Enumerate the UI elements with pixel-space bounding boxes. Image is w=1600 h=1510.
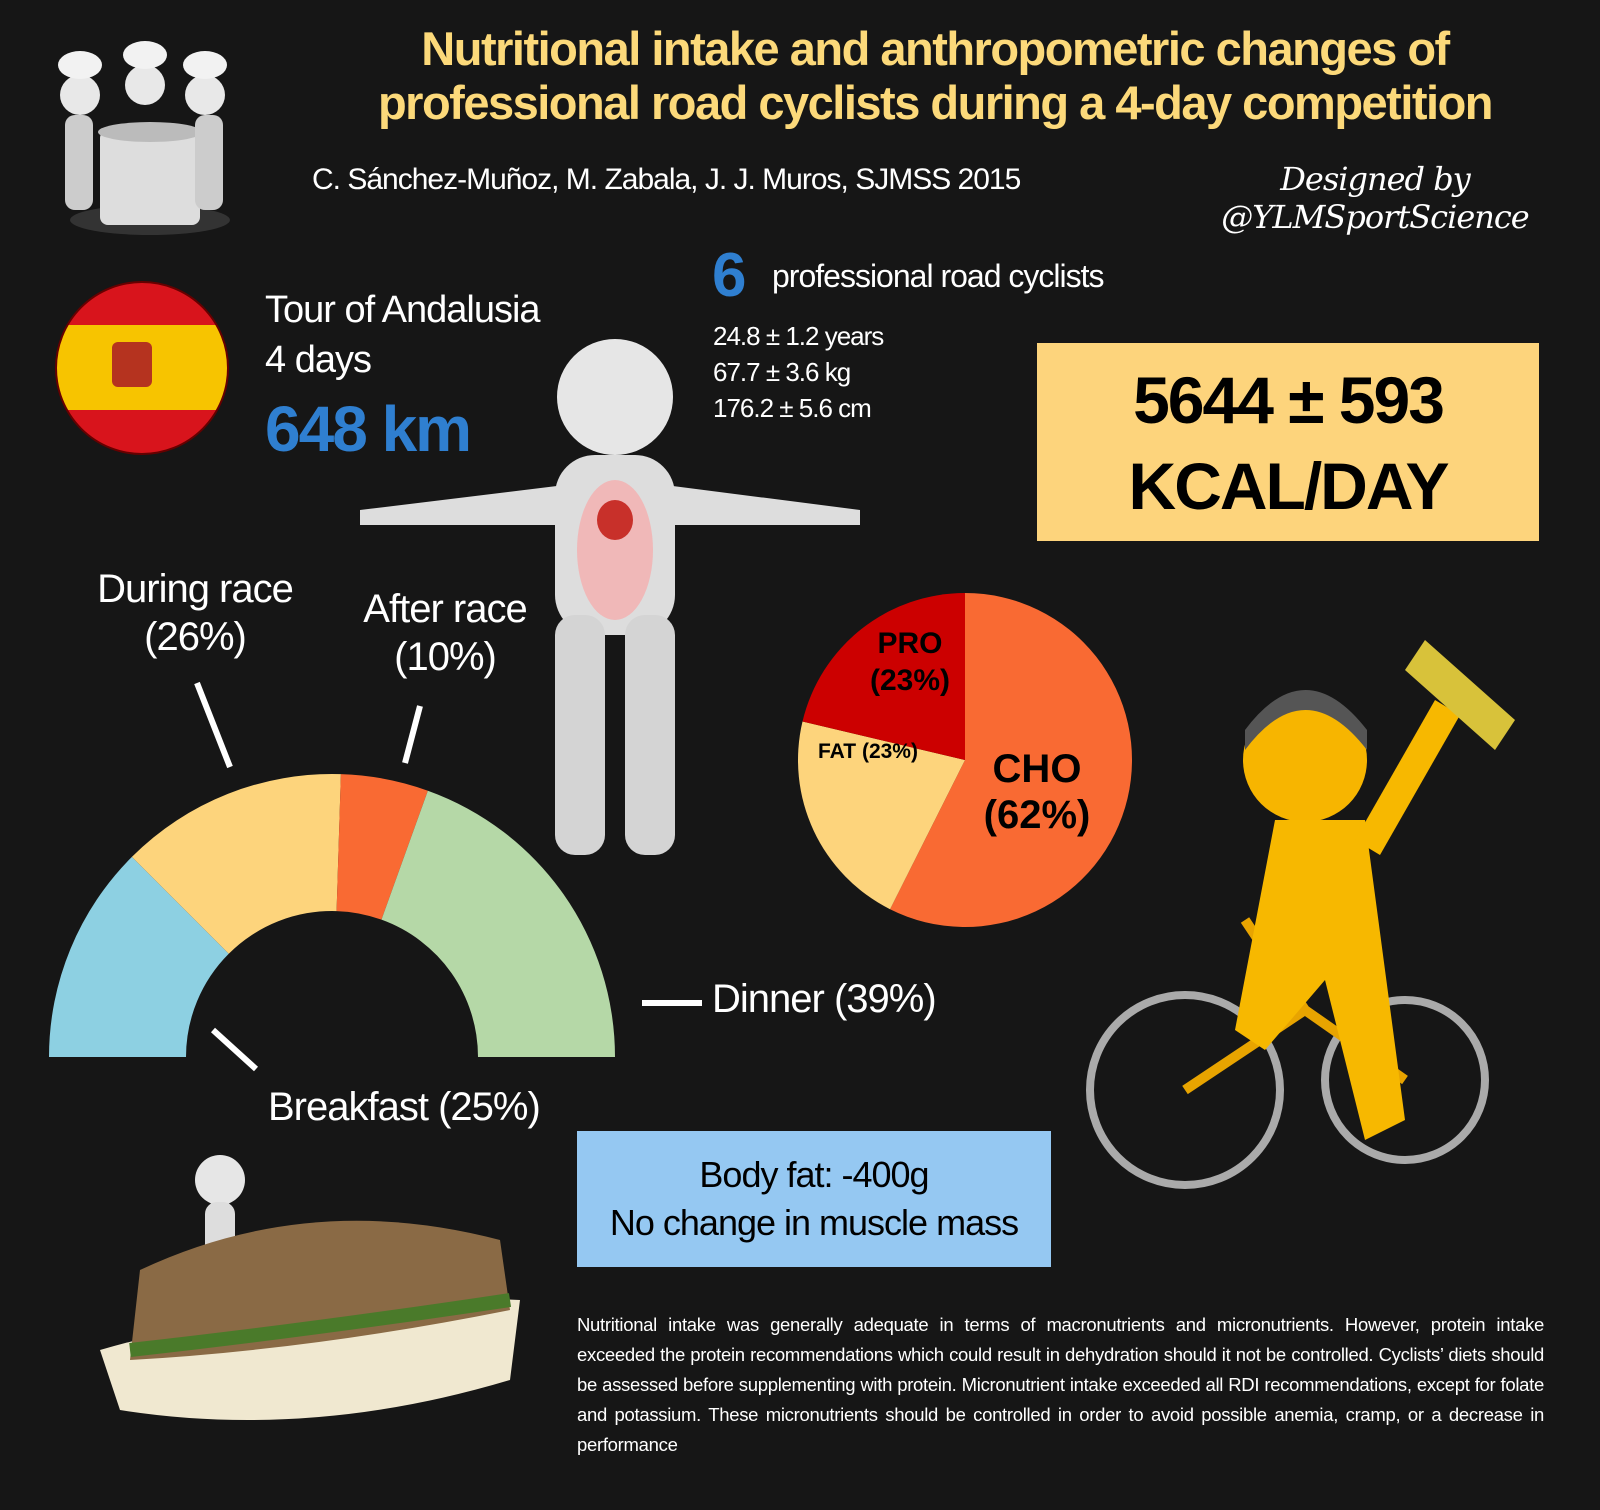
age-stat: 24.8 ± 1.2 years: [713, 321, 884, 351]
mass-stat: 67.7 ± 3.6 kg: [713, 357, 851, 387]
height-stat: 176.2 ± 5.6 cm: [713, 393, 872, 423]
energy-unit: KCAL/DAY: [1128, 449, 1450, 523]
authors: C. Sánchez-Muñoz, M. Zabala, J. J. Muros…: [312, 163, 1021, 196]
cyclist-trophy-icon: [1086, 640, 1515, 1189]
conclusion-text: Nutritional intake was generally adequat…: [577, 1314, 1544, 1455]
label-during-race: During race (26%): [97, 567, 294, 659]
race-duration: 4 days: [265, 339, 372, 381]
infographic-title: Nutritional intake and anthropometric ch…: [377, 22, 1494, 129]
spain-flag-icon: [55, 281, 229, 455]
label-dinner: Dinner (39%): [712, 977, 937, 1021]
body-fat-change: Body fat: -400g: [699, 1154, 929, 1195]
donut-slice-breakfast: [49, 856, 229, 1057]
subject-stats: 24.8 ± 1.2 years 67.7 ± 3.6 kg 176.2 ± 5…: [713, 318, 884, 426]
race-info: Tour of Andalusia 4 days: [265, 285, 541, 385]
chefs-cooking-icon: [58, 41, 230, 235]
designed-by: Designed by: [1280, 160, 1471, 198]
donut-slice-during-race: [131, 774, 341, 954]
subject-count: 6: [712, 241, 747, 310]
energy-value: 5644 ± 593: [1133, 363, 1445, 437]
leader-line-breakfast: [210, 1027, 259, 1072]
label-after-race: After race (10%): [363, 587, 527, 679]
pie-label-cho: CHO: [993, 747, 1082, 791]
leader-line-during-race: [194, 681, 233, 769]
subject-label: professional road cyclists: [772, 258, 1104, 294]
energy-intake-box: 5644 ± 593 KCAL/DAY: [1037, 343, 1539, 541]
race-distance: 648 km: [265, 393, 472, 465]
designer-handle: @YLMSportScience: [1221, 198, 1529, 236]
race-name: Tour of Andalusia: [265, 289, 541, 331]
body-composition-box: Body fat: -400g No change in muscle mass: [577, 1131, 1051, 1267]
muscle-mass-change: No change in muscle mass: [609, 1202, 1019, 1243]
designer-credit: Designed by @YLMSportScience: [1190, 160, 1560, 236]
sandwich-figure-icon: [100, 1155, 520, 1420]
pie-label-pro-pct: (23%): [870, 664, 950, 697]
pie-label-pro: PRO: [877, 627, 942, 660]
label-breakfast: Breakfast (25%): [268, 1085, 541, 1129]
